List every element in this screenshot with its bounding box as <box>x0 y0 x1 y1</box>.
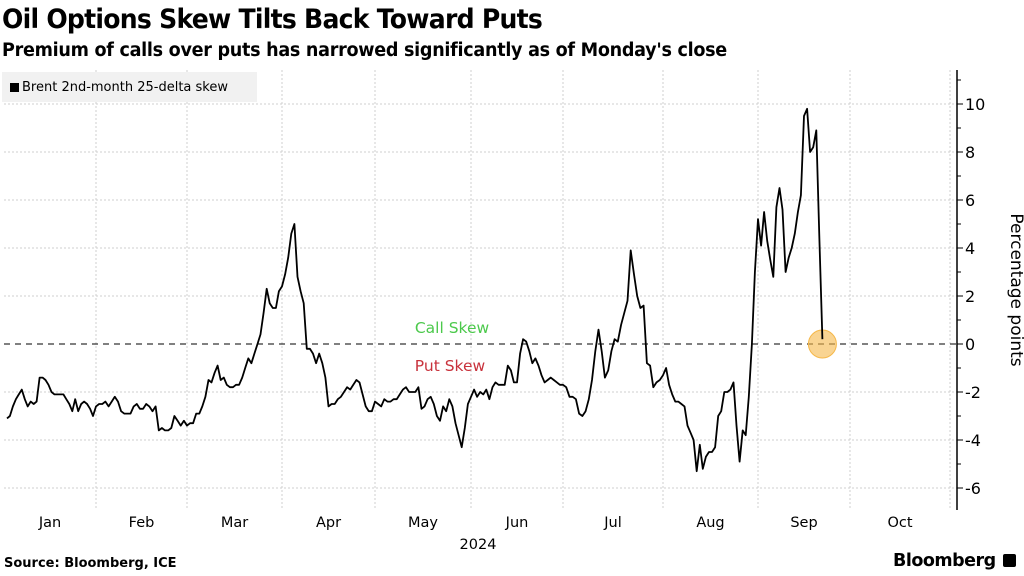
legend-swatch-icon <box>10 82 19 92</box>
y-tick-label: -2 <box>965 383 981 402</box>
chart-subtitle: Premium of calls over puts has narrowed … <box>2 40 727 61</box>
x-tick-label: Jan <box>38 515 61 531</box>
y-tick-label: 0 <box>965 335 975 354</box>
x-tick-label: Apr <box>316 515 341 531</box>
x-tick-label: May <box>408 515 438 531</box>
y-tick-label: -6 <box>965 479 981 498</box>
x-axis-year-label: 2024 <box>460 537 497 553</box>
x-tick-label: Jul <box>603 515 622 531</box>
source-note: Source: Bloomberg, ICE <box>4 556 177 571</box>
x-tick-label: Jun <box>505 515 529 531</box>
series-line-brent-skew <box>6 107 824 473</box>
legend: Brent 2nd-month 25-delta skew <box>2 72 257 102</box>
y-axis-label: Percentage points <box>1006 213 1024 367</box>
x-tick-label: Oct <box>887 515 912 531</box>
annotation-call-skew: Call Skew <box>415 319 490 337</box>
x-tick-label: Feb <box>129 515 155 531</box>
y-tick-label: 4 <box>965 239 975 258</box>
y-tick-label: -4 <box>965 431 981 450</box>
legend-label: Brent 2nd-month 25-delta skew <box>22 79 228 95</box>
y-tick-label: 6 <box>965 191 975 210</box>
x-tick-label: Mar <box>221 515 248 531</box>
y-tick-label: 2 <box>965 287 975 306</box>
x-tick-label: Aug <box>696 515 724 531</box>
y-tick-label: 10 <box>965 95 985 114</box>
annotation-put-skew: Put Skew <box>415 357 486 375</box>
chart-title: Oil Options Skew Tilts Back Toward Puts <box>2 4 543 35</box>
brand-logo: Bloomberg <box>893 551 996 571</box>
x-tick-label: Sep <box>790 515 817 531</box>
y-tick-label: 8 <box>965 143 975 162</box>
bloomberg-terminal-icon <box>1003 554 1016 567</box>
